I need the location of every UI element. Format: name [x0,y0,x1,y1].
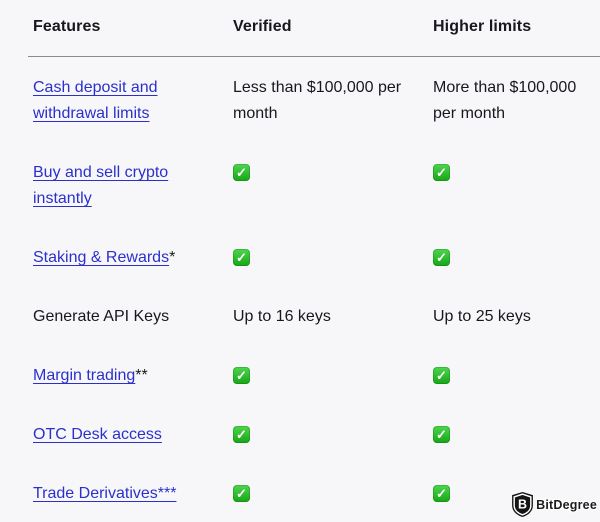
feature-footnote-marker: * [169,249,176,266]
green-checkmark-icon: ✓ [433,426,450,443]
cell-feature: OTC Desk access [33,422,233,448]
cell-feature: Staking & Rewards* [33,245,233,271]
table-row: Staking & Rewards* ✓ ✓ [0,245,600,271]
feature-label: Generate API Keys [33,308,170,325]
cell-higher-limits: More than $100,000 per month [433,75,600,127]
cell-verified: ✓ [233,422,433,448]
column-header-verified: Verified [233,18,292,35]
cell-feature: Buy and sell crypto instantly [33,160,233,212]
green-checkmark-icon: ✓ [433,367,450,384]
cell-verified: ✓ [233,245,433,271]
feature-link[interactable]: Cash deposit and withdrawal limits [33,79,158,122]
cell-value: Less than $100,000 per month [233,79,402,122]
cell-value: More than $100,000 per month [433,79,577,122]
cell-verified: ✓ [233,481,433,507]
feature-link[interactable]: Staking & Rewards [33,249,170,266]
column-header-features: Features [33,18,101,35]
cell-verified: ✓ [233,363,433,389]
cell-higher-limits: ✓ [433,363,600,389]
green-checkmark-icon: ✓ [433,164,450,181]
bitdegree-watermark: B BitDegree [512,492,597,517]
feature-footnote-marker: ** [135,367,148,384]
cell-verified: Up to 16 keys [233,304,433,330]
cell-higher-limits: ✓ [433,245,600,271]
table-row: Margin trading** ✓ ✓ [0,363,600,389]
cell-feature: Cash deposit and withdrawal limits [33,75,233,127]
feature-link[interactable]: OTC Desk access [33,426,162,443]
table-row: OTC Desk access ✓ ✓ [0,422,600,448]
feature-link[interactable]: Trade Derivatives*** [33,485,177,502]
bitdegree-brand-text: BitDegree [536,497,597,512]
header-divider [28,56,600,57]
bitdegree-shield-logo-icon: B [512,492,534,517]
table-row: Trade Derivatives*** ✓ ✓ [0,481,600,507]
cell-higher-limits: ✓ [433,160,600,212]
green-checkmark-icon: ✓ [233,485,250,502]
cell-feature: Trade Derivatives*** [33,481,233,507]
cell-value: Up to 25 keys [433,308,531,325]
feature-link[interactable]: Margin trading [33,367,136,384]
table-header: Features Verified Higher limits [0,0,600,40]
cell-verified: Less than $100,000 per month [233,75,433,127]
cell-value: Up to 16 keys [233,308,331,325]
cell-higher-limits: ✓ [433,422,600,448]
cell-higher-limits: ✓ [433,481,600,507]
green-checkmark-icon: ✓ [433,485,450,502]
table-row: Buy and sell crypto instantly ✓ ✓ [0,160,600,212]
table-row: Generate API Keys Up to 16 keys Up to 25 k… [0,304,600,330]
bitdegree-logo-letter: B [518,498,527,512]
feature-link[interactable]: Buy and sell crypto instantly [33,164,169,207]
green-checkmark-icon: ✓ [233,367,250,384]
cell-feature: Generate API Keys [33,304,233,330]
green-checkmark-icon: ✓ [233,249,250,266]
cell-verified: ✓ [233,160,433,212]
green-checkmark-icon: ✓ [433,249,450,266]
cell-higher-limits: Up to 25 keys [433,304,600,330]
table-row: Cash deposit and withdrawal limits Less t… [0,75,600,127]
column-header-higher-limits: Higher limits [433,18,532,35]
green-checkmark-icon: ✓ [233,426,250,443]
table-body: Cash deposit and withdrawal limits Less t… [0,75,600,507]
cell-feature: Margin trading** [33,363,233,389]
green-checkmark-icon: ✓ [233,164,250,181]
